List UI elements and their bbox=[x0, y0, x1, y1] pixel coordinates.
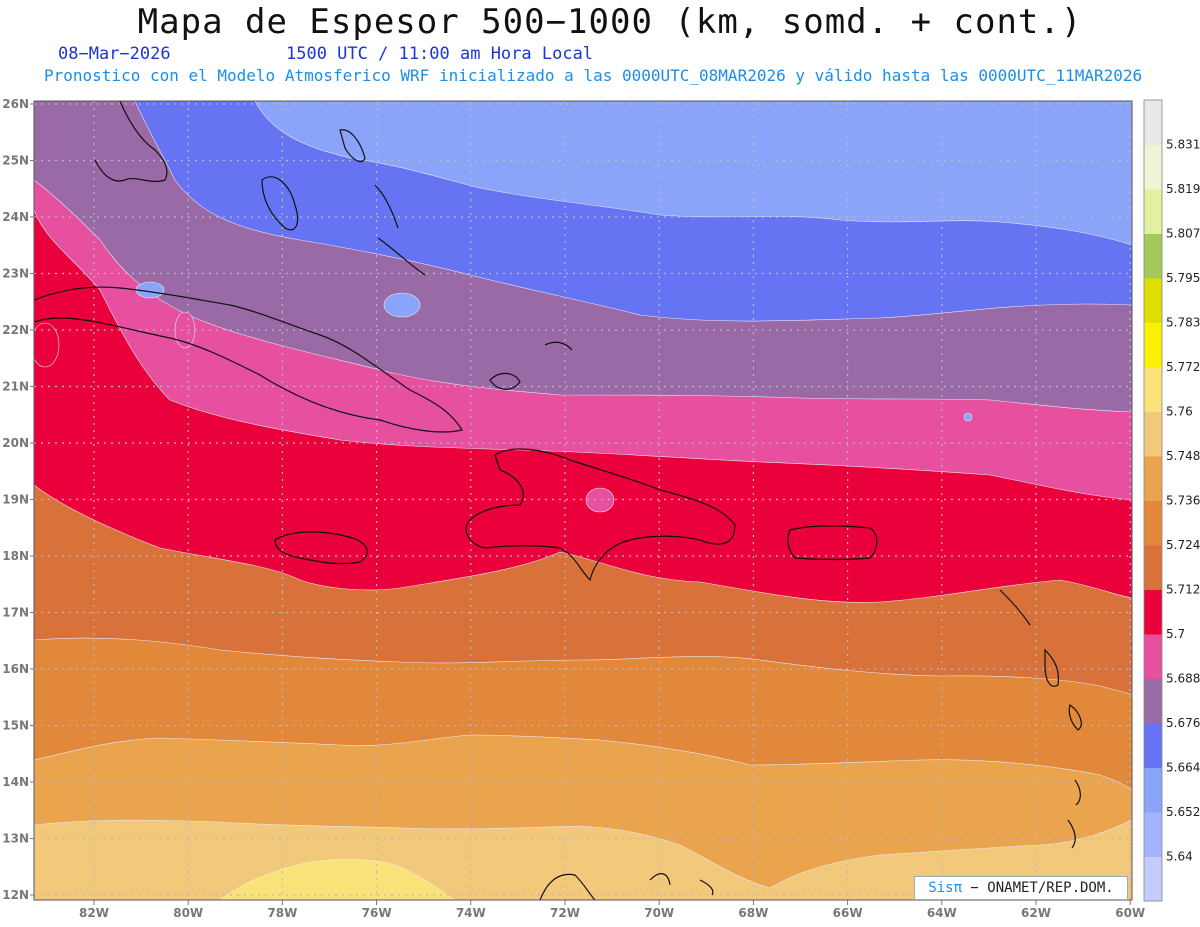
colorbar-swatch bbox=[1144, 411, 1162, 457]
lon-tick-label: 68W bbox=[738, 906, 768, 920]
lat-tick-label: 15N bbox=[2, 719, 29, 733]
colorbar-label: 5.783 bbox=[1166, 316, 1200, 330]
colorbar-swatch bbox=[1144, 144, 1162, 190]
band-5760 bbox=[219, 859, 456, 900]
lat-tick-label: 18N bbox=[2, 549, 29, 563]
colorbar-label: 5.736 bbox=[1166, 494, 1200, 508]
lat-tick-label: 26N bbox=[2, 97, 29, 111]
colorbar-label: 5.712 bbox=[1166, 583, 1200, 597]
lat-tick-label: 22N bbox=[2, 323, 29, 337]
map-title: Mapa de Espesor 500−1000 (km, somd. + co… bbox=[137, 2, 1083, 42]
colorbar-label: 5.76 bbox=[1166, 405, 1193, 419]
colorbar-swatch bbox=[1144, 812, 1162, 857]
lat-tick-label: 14N bbox=[2, 775, 29, 789]
blob-5652-east bbox=[963, 412, 973, 422]
colorbar-frame bbox=[1143, 99, 1163, 902]
colorbar-swatch bbox=[1144, 856, 1162, 902]
coast-inagua bbox=[489, 372, 521, 390]
thickness-bands bbox=[34, 101, 1132, 900]
credit-box: Sisπ − ONAMET/REP.DOM. bbox=[914, 876, 1128, 900]
coast-lesser-antilles bbox=[999, 589, 1082, 849]
blob-5700-west bbox=[34, 322, 60, 368]
colorbar-label: 5.748 bbox=[1166, 449, 1200, 463]
lon-tick-label: 74W bbox=[456, 906, 486, 920]
colorbar-swatch bbox=[1144, 322, 1162, 368]
map-frame bbox=[33, 100, 1133, 901]
time-label: 1500 UTC / 11:00 am Hora Local bbox=[286, 44, 594, 64]
coast-cat bbox=[377, 237, 426, 276]
colorbar-label: 5.688 bbox=[1166, 672, 1200, 686]
colorbar-swatch bbox=[1144, 500, 1162, 546]
colorbar-label: 5.819 bbox=[1166, 182, 1200, 196]
blob-5688-hisp bbox=[585, 487, 615, 513]
lon-tick-label: 62W bbox=[1021, 906, 1051, 920]
coast-florida bbox=[94, 101, 168, 183]
coastlines bbox=[34, 101, 1082, 900]
coast-eleuthera bbox=[374, 184, 399, 229]
lat-tick-label: 25N bbox=[2, 154, 29, 168]
colorbar-swatch bbox=[1144, 100, 1162, 145]
lon-tick-label: 80W bbox=[173, 906, 203, 920]
colorbar-swatch bbox=[1144, 723, 1162, 768]
lon-tick-label: 64W bbox=[927, 906, 957, 920]
lat-tick-label: 16N bbox=[2, 662, 29, 676]
latitude-axis: 26N 25N 24N 23N 22N 21N 20N 19N 18N 17N 16N 15N 14N 1… bbox=[2, 97, 34, 902]
colorbar-swatch bbox=[1144, 233, 1162, 279]
credit-text: − ONAMET/REP.DOM. bbox=[962, 880, 1114, 896]
forecast-note: Pronostico con el Modelo Atmosferico WRF… bbox=[44, 66, 1143, 85]
lon-tick-label: 76W bbox=[362, 906, 392, 920]
colorbar-label: 5.772 bbox=[1166, 360, 1200, 374]
colorbar-label: 5.652 bbox=[1166, 805, 1200, 819]
coast-hispaniola bbox=[465, 448, 736, 582]
lat-tick-label: 21N bbox=[2, 380, 29, 394]
lon-tick-label: 60W bbox=[1115, 906, 1145, 920]
colorbar-label: 5.676 bbox=[1166, 716, 1200, 730]
coast-jamaica bbox=[274, 531, 368, 565]
colorbar-swatch bbox=[1144, 456, 1162, 501]
date-label: 08−Mar−2026 bbox=[58, 44, 171, 64]
colorbar-swatch bbox=[1144, 589, 1162, 635]
longitude-axis: 82W 80W 78W 76W 74W 72W 70W 68W 66W 64W 62W 60W bbox=[79, 900, 1145, 920]
lat-tick-label: 23N bbox=[2, 267, 29, 281]
lat-tick-label: 12N bbox=[2, 888, 29, 902]
credit-brand: Sisπ bbox=[928, 880, 962, 896]
colorbar-label: 5.64 bbox=[1166, 850, 1193, 864]
lat-tick-label: 13N bbox=[2, 832, 29, 846]
colorbar-swatch bbox=[1144, 767, 1162, 813]
lat-tick-label: 20N bbox=[2, 436, 29, 450]
colorbar: 5.64 5.652 5.664 5.676 5.688 5.7 5.712 5.724 5.7… bbox=[1143, 99, 1200, 902]
colorbar-swatch bbox=[1144, 189, 1162, 234]
colorbar-swatch bbox=[1144, 678, 1162, 724]
colorbar-label: 5.724 bbox=[1166, 538, 1200, 552]
coast-abaco bbox=[339, 129, 366, 163]
lon-tick-label: 82W bbox=[79, 906, 109, 920]
lat-tick-label: 19N bbox=[2, 493, 29, 507]
coast-south-america bbox=[539, 873, 714, 900]
lon-tick-label: 66W bbox=[833, 906, 863, 920]
colorbar-label: 5.664 bbox=[1166, 761, 1200, 775]
lon-tick-label: 72W bbox=[550, 906, 580, 920]
colorbar-swatch bbox=[1144, 278, 1162, 323]
blob-5652-bahamas bbox=[383, 292, 421, 318]
lon-tick-label: 78W bbox=[267, 906, 297, 920]
colorbar-label: 5.7 bbox=[1166, 627, 1185, 641]
lat-tick-label: 17N bbox=[2, 606, 29, 620]
colorbar-label: 5.795 bbox=[1166, 271, 1200, 285]
coast-puerto-rico bbox=[787, 525, 878, 561]
graticule bbox=[34, 101, 1132, 900]
lat-tick-label: 24N bbox=[2, 210, 29, 224]
coast-andros bbox=[261, 176, 299, 231]
colorbar-label: 5.807 bbox=[1166, 227, 1200, 241]
coast-caicos bbox=[544, 341, 573, 351]
colorbar-label: 5.831 bbox=[1166, 138, 1200, 152]
lon-tick-label: 70W bbox=[644, 906, 674, 920]
colorbar-swatch bbox=[1144, 367, 1162, 412]
coast-cuba bbox=[34, 286, 463, 433]
colorbar-swatch bbox=[1144, 545, 1162, 590]
colorbar-swatch bbox=[1144, 634, 1162, 679]
